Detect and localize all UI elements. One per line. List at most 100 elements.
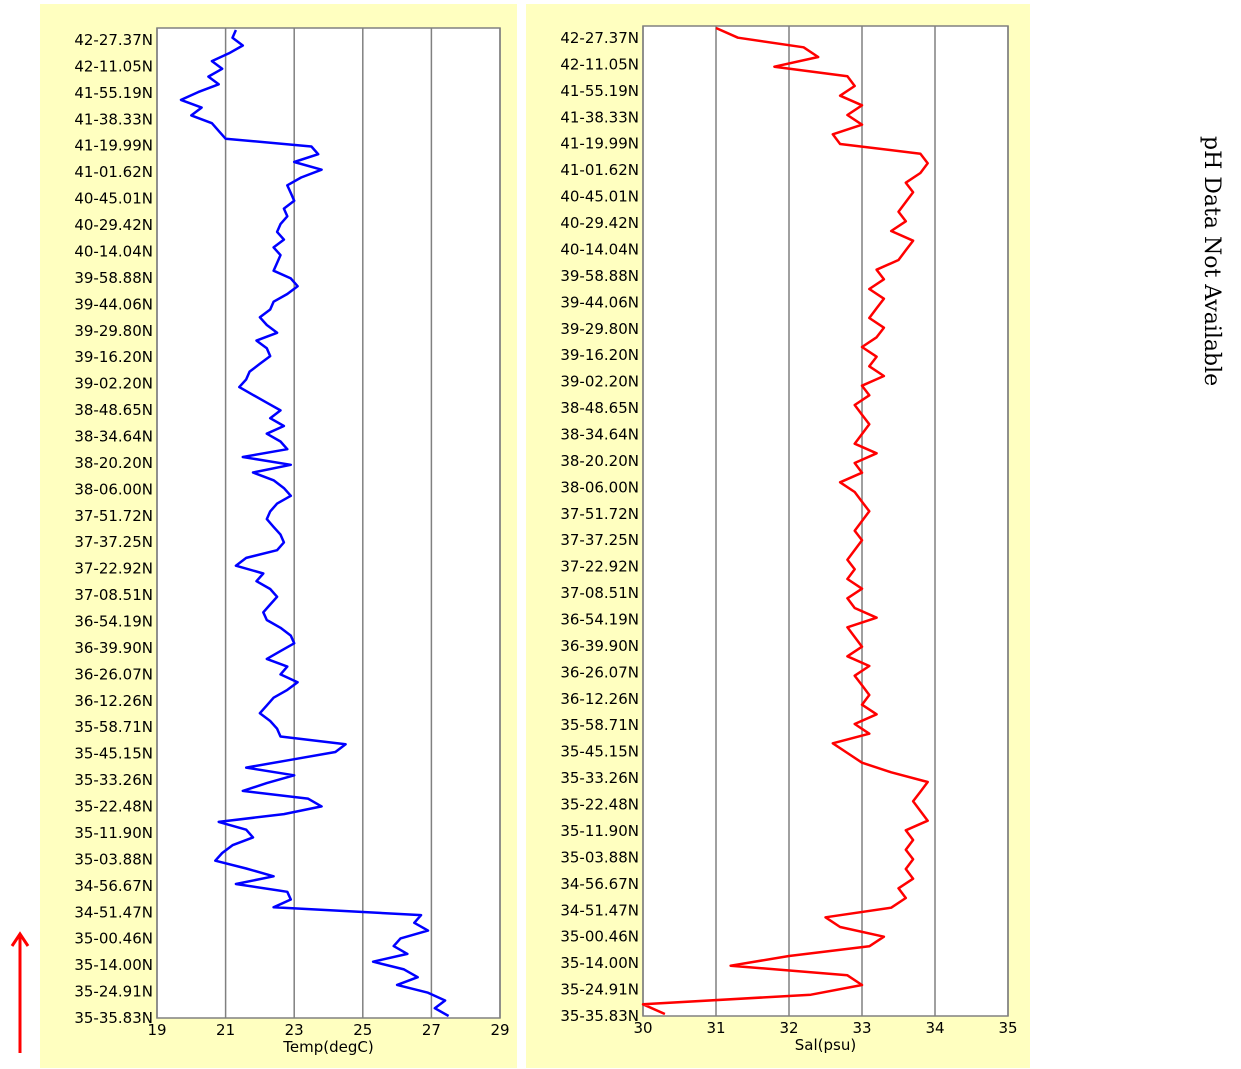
temp-y-tick-label: 40-45.01N (74, 190, 153, 208)
temp-x-tick-label: 29 (490, 1021, 509, 1039)
temp-y-tick-label: 35-35.83N (74, 1009, 153, 1027)
sal-y-tick-label: 41-38.33N (560, 108, 639, 126)
temp-y-tick-label: 41-19.99N (74, 137, 153, 155)
temp-y-tick-label: 40-29.42N (74, 216, 153, 234)
sal-y-tick-label: 36-12.26N (560, 690, 639, 708)
sal-y-tick-label: 35-24.91N (560, 981, 639, 999)
temp-x-tick-label: 21 (216, 1021, 235, 1039)
sal-y-tick-label: 35-35.83N (560, 1007, 639, 1025)
sal-y-tick-label: 38-34.64N (560, 425, 639, 443)
temp-y-tick-label: 35-33.26N (74, 771, 153, 789)
temp-y-tick-label: 37-08.51N (74, 586, 153, 604)
temp-y-tick-label: 37-22.92N (74, 560, 153, 578)
temp-y-tick-label: 39-29.80N (74, 322, 153, 340)
temp-y-tick-label: 34-56.67N (74, 877, 153, 895)
sal-y-tick-label: 40-29.42N (560, 214, 639, 232)
sal-x-tick-label: 35 (998, 1019, 1017, 1037)
temp-y-tick-label: 35-22.48N (74, 798, 153, 816)
temp-y-tick-label: 35-58.71N (74, 718, 153, 736)
sal-y-tick-label: 34-51.47N (560, 901, 639, 919)
sal-y-tick-label: 39-16.20N (560, 346, 639, 364)
sal-y-tick-label: 35-11.90N (560, 822, 639, 840)
temp-y-tick-label: 36-39.90N (74, 639, 153, 657)
temp-x-tick-label: 27 (422, 1021, 441, 1039)
sal-y-tick-label: 39-58.88N (560, 267, 639, 285)
sal-y-tick-label: 37-08.51N (560, 584, 639, 602)
temp-y-tick-label: 37-37.25N (74, 533, 153, 551)
up-arrow-head (10, 931, 30, 947)
temp-y-tick-label: 35-00.46N (74, 930, 153, 948)
temp-y-tick-label: 39-16.20N (74, 348, 153, 366)
temp-y-tick-label: 37-51.72N (74, 507, 153, 525)
ph-note: pH Data Not Available (1195, 136, 1231, 416)
salinity-chart-panel: 30 31 32 33 34 35 42-27.37N 42-11.05N 41-55.19N 4… (526, 4, 1030, 1068)
sal-y-tick-label: 36-26.07N (560, 663, 639, 681)
sal-y-tick-label: 40-45.01N (560, 188, 639, 206)
temp-y-tick-label: 41-01.62N (74, 163, 153, 181)
temp-series-line (179, 29, 450, 1018)
temp-y-tick-label: 41-55.19N (74, 84, 153, 102)
sal-y-tick-label: 40-14.04N (560, 240, 639, 258)
ph-note-text: pH Data Not Available (1199, 136, 1224, 386)
sal-y-tick-label: 42-27.37N (560, 29, 639, 47)
temperature-chart: 19 21 23 25 27 29 42-27.37N 42-11.05N 41-55.19N 4… (74, 27, 510, 1056)
temp-y-tick-label: 40-14.04N (74, 242, 153, 260)
sal-y-tick-label: 36-54.19N (560, 611, 639, 629)
temp-y-tick-label: 35-03.88N (74, 850, 153, 868)
sal-y-tick-label: 37-22.92N (560, 558, 639, 576)
sal-series-line (641, 26, 929, 1016)
temperature-chart-panel: 19 21 23 25 27 29 42-27.37N 42-11.05N 41-55.19N 4… (40, 4, 517, 1068)
sal-y-tick-label: 42-11.05N (560, 55, 639, 73)
sal-x-tick-label: 30 (633, 1019, 652, 1037)
sal-y-tick-label: 35-14.00N (560, 954, 639, 972)
temp-y-tick-label: 39-58.88N (74, 269, 153, 287)
temp-y-tick-label: 38-06.00N (74, 480, 153, 498)
temp-y-tick-label: 36-26.07N (74, 665, 153, 683)
temp-y-tick-label: 35-24.91N (74, 983, 153, 1001)
temp-x-tick-label: 23 (285, 1021, 304, 1039)
sal-y-tick-label: 41-19.99N (560, 135, 639, 153)
temp-y-tick-label: 36-12.26N (74, 692, 153, 710)
temp-x-tick-label: 19 (147, 1021, 166, 1039)
sal-x-tick-label: 32 (779, 1019, 798, 1037)
sal-plot-area (642, 25, 1009, 1017)
temp-y-tick-label: 39-44.06N (74, 295, 153, 313)
temp-plot-area (156, 27, 501, 1019)
sal-x-tick-label: 31 (706, 1019, 725, 1037)
temp-x-axis-title: Temp(degC) (282, 1038, 373, 1056)
sal-y-tick-label: 35-58.71N (560, 716, 639, 734)
temp-y-tick-label: 34-51.47N (74, 903, 153, 921)
sal-y-tick-label: 41-01.62N (560, 161, 639, 179)
sal-y-tick-label: 38-48.65N (560, 399, 639, 417)
temp-y-tick-label: 42-27.37N (74, 31, 153, 49)
temp-y-tick-label: 39-02.20N (74, 375, 153, 393)
sal-x-tick-label: 34 (925, 1019, 944, 1037)
temp-y-tick-label: 35-11.90N (74, 824, 153, 842)
sal-y-tick-label: 35-03.88N (560, 848, 639, 866)
up-arrow-icon (8, 928, 38, 1058)
temp-x-tick-label: 25 (353, 1021, 372, 1039)
salinity-chart: 30 31 32 33 34 35 42-27.37N 42-11.05N 41-55.19N 4… (560, 25, 1018, 1054)
sal-y-tick-label: 37-37.25N (560, 531, 639, 549)
sal-x-tick-label: 33 (852, 1019, 871, 1037)
sal-y-tick-label: 39-44.06N (560, 293, 639, 311)
sal-y-tick-label: 34-56.67N (560, 875, 639, 893)
sal-y-tick-label: 35-00.46N (560, 928, 639, 946)
temp-y-tick-label: 36-54.19N (74, 613, 153, 631)
sal-y-tick-label: 39-29.80N (560, 320, 639, 338)
sal-y-tick-label: 35-45.15N (560, 743, 639, 761)
sal-y-tick-label: 37-51.72N (560, 505, 639, 523)
temp-y-tick-label: 42-11.05N (74, 57, 153, 75)
sal-x-axis-title: Sal(psu) (795, 1036, 856, 1054)
temp-y-tick-label: 38-34.64N (74, 427, 153, 445)
sal-y-tick-label: 35-33.26N (560, 769, 639, 787)
sal-y-tick-label: 36-39.90N (560, 637, 639, 655)
sal-y-tick-label: 38-06.00N (560, 478, 639, 496)
temp-y-tick-label: 35-45.15N (74, 745, 153, 763)
sal-y-tick-label: 39-02.20N (560, 373, 639, 391)
temp-y-tick-label: 41-38.33N (74, 110, 153, 128)
temp-y-tick-label: 38-48.65N (74, 401, 153, 419)
sal-y-tick-label: 41-55.19N (560, 82, 639, 100)
temp-y-tick-label: 35-14.00N (74, 956, 153, 974)
sal-y-tick-label: 38-20.20N (560, 452, 639, 470)
